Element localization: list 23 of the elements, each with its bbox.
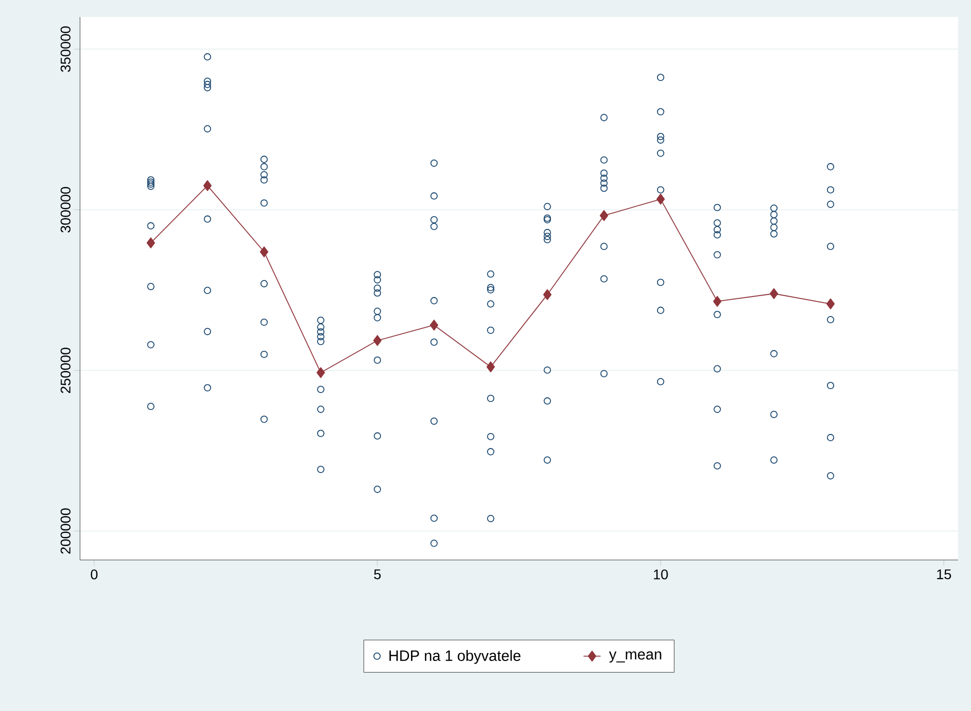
point (430, 320, 438, 331)
point (260, 246, 268, 258)
point (316, 367, 325, 378)
point (770, 288, 778, 300)
x-tick-label: 15 (937, 570, 952, 580)
x-tick-label: 0 (90, 569, 98, 580)
y-tick-label: 250000 (60, 348, 70, 393)
point (713, 296, 722, 307)
legend-label: y_mean (609, 651, 662, 663)
point (600, 210, 608, 221)
point (656, 194, 665, 205)
point (373, 335, 382, 346)
point (486, 361, 495, 372)
y-tick-label: 200000 (60, 508, 70, 554)
point (826, 298, 835, 310)
legend-label: HDP na 1 obyvatele (389, 650, 520, 664)
y-tick-label: 300000 (60, 187, 70, 233)
x-tick-label: 10 (654, 569, 668, 580)
y-tick-label: 350000 (60, 26, 70, 72)
point (203, 180, 212, 192)
point (146, 237, 156, 248)
x-tick-label: 5 (374, 570, 381, 580)
point (543, 289, 552, 300)
